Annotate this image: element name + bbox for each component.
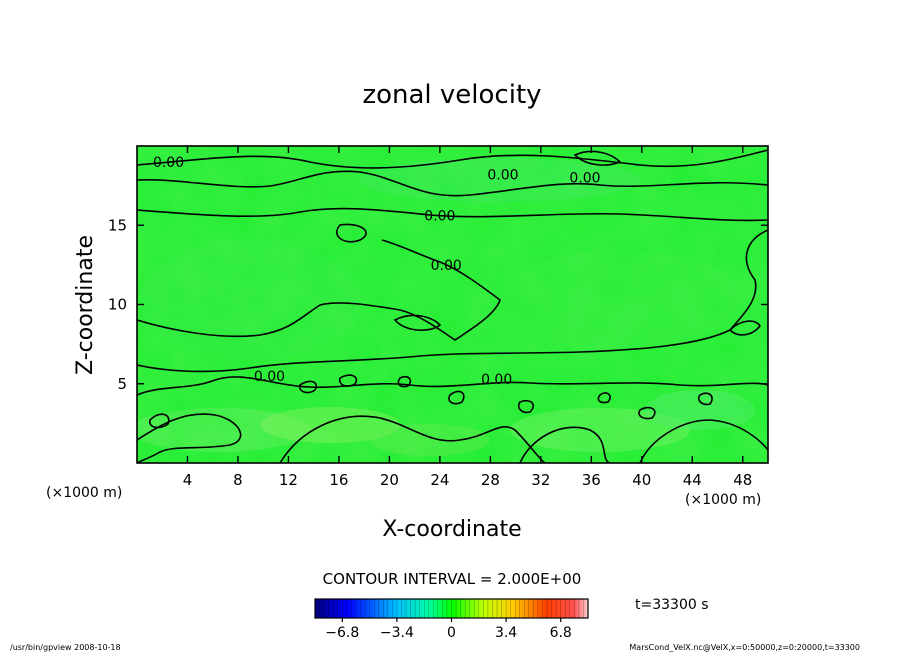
contour-label: 0.00 <box>431 258 462 274</box>
contour-lines <box>137 149 768 463</box>
colorbar: −6.8 −3.4 0 3.4 6.8 <box>314 598 589 641</box>
x-tick-label: 4 <box>183 471 193 489</box>
x-tick-label: 32 <box>531 471 550 489</box>
colorbar-stripes <box>319 599 584 618</box>
x-tick-label: 8 <box>233 471 243 489</box>
x-tick-label: 48 <box>733 471 752 489</box>
contour-label: 0.00 <box>569 171 600 187</box>
x-tick-label: 36 <box>582 471 601 489</box>
y-tick-label: 10 <box>108 296 127 314</box>
x-tick-label: 44 <box>683 471 702 489</box>
footer-source: MarsCond_VelX.nc@VelX,x=0:50000,z=0:2000… <box>629 643 860 652</box>
time-label: t=33300 s <box>635 597 709 613</box>
chart-title: zonal velocity <box>362 80 541 110</box>
colorbar-tick-label: −3.4 <box>380 625 414 641</box>
contour-interval-text: CONTOUR INTERVAL = 2.000E+00 <box>323 570 582 588</box>
footer-program: /usr/bin/gpview 2008-10-18 <box>10 643 121 652</box>
contour-label: 0.00 <box>424 209 455 225</box>
x-unit-label-left: (×1000 m) <box>46 485 122 501</box>
contour-labels: 0.00 0.00 0.00 0.00 0.00 0.00 0.00 <box>153 155 601 388</box>
colorbar-tick-label: 0 <box>447 625 456 641</box>
x-axis-label: X-coordinate <box>382 517 521 542</box>
contour-label: 0.00 <box>254 369 285 385</box>
plot-area: 0.000.00 0.000.000.000.00 0.00 4 8 12 16 20 24 2… <box>108 145 769 489</box>
colorbar-ticks: −6.8 −3.4 0 3.4 6.8 <box>325 618 572 641</box>
x-tick-label: 28 <box>481 471 500 489</box>
x-tick-label: 24 <box>430 471 449 489</box>
field-shading <box>137 146 768 463</box>
x-unit-label-right: (×1000 m) <box>685 492 761 508</box>
y-tick-label: 5 <box>117 375 127 393</box>
x-tick-label: 16 <box>329 471 348 489</box>
x-tick-label: 40 <box>632 471 651 489</box>
y-axis-label: Z-coordinate <box>73 235 98 375</box>
x-tick-label: 12 <box>279 471 298 489</box>
colorbar-tick-label: 3.4 <box>495 625 517 641</box>
x-tick-label: 20 <box>380 471 399 489</box>
contour-label: 0.00 <box>481 372 512 388</box>
contour-label: 0.00 <box>487 168 518 184</box>
x-axis-ticks: 4 8 12 16 20 24 28 32 36 40 44 48 <box>183 146 752 489</box>
contour-label: 0.00 <box>153 155 184 171</box>
y-axis-ticks: 5 10 15 <box>108 216 768 393</box>
y-tick-label: 15 <box>108 216 127 234</box>
colorbar-tick-label: −6.8 <box>325 625 359 641</box>
colorbar-tick-label: 6.8 <box>550 625 572 641</box>
